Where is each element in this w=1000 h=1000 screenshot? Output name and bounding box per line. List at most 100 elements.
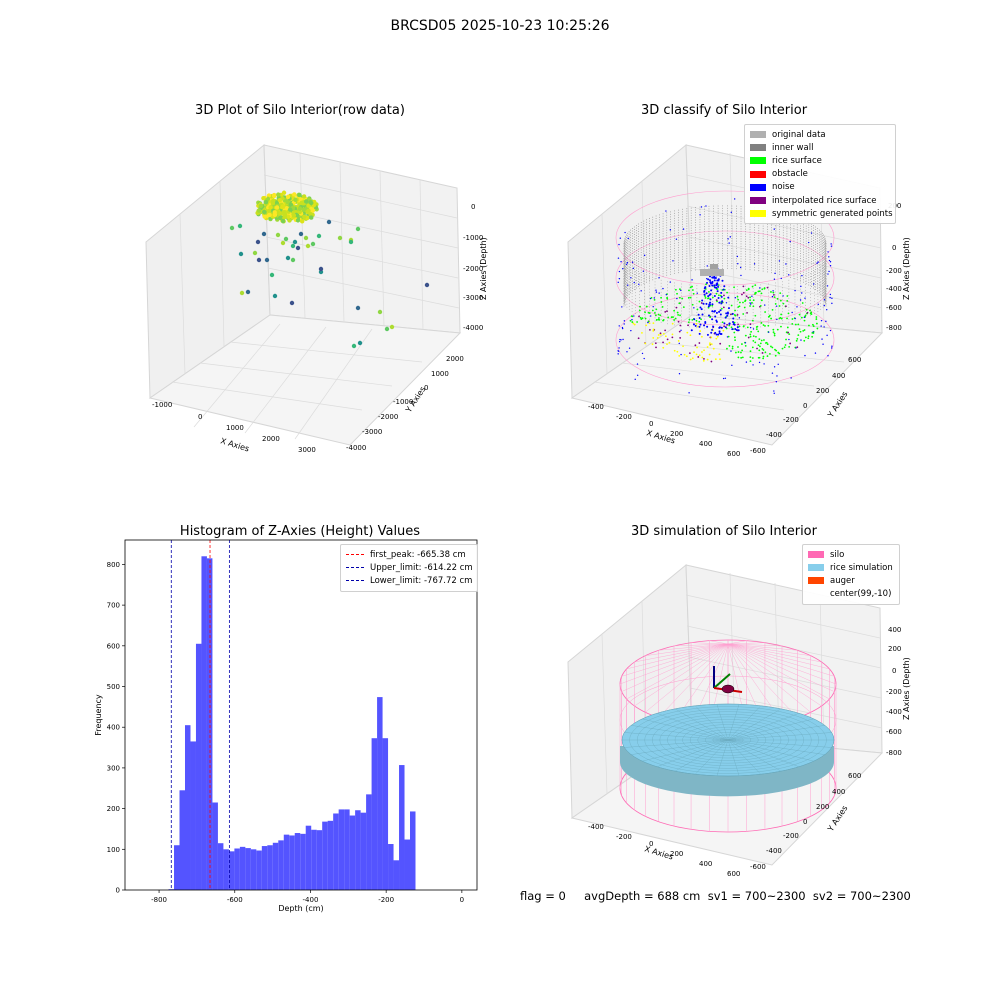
histogram-bar [333,813,339,890]
legend-entry: center(99,-10) [808,588,894,601]
histogram-bar [239,846,246,890]
noise-point [618,277,621,280]
noise-point [732,320,735,323]
raw-scatter-point [290,243,296,249]
rice-surface-point [691,303,694,306]
raw-scatter-point [326,219,332,225]
rice-surface-point [673,349,676,352]
rice-surface-point [737,351,740,353]
rice-surface-point [695,319,698,322]
rice-surface-point [689,358,692,361]
noise-point [619,340,621,343]
noise-point [817,303,819,306]
raw-scatter-point [316,233,322,239]
simulation-ztick: -600 [886,728,902,736]
rice-mesh-spoke [727,725,825,741]
legend-label: rice simulation [830,562,893,573]
noise-point [620,261,622,263]
histogram-ytick-label: 500 [107,683,120,691]
rice-surface-point [709,316,712,319]
noise-point [680,329,682,331]
legend-entry: inner wall [750,141,890,154]
rice-mesh-spoke [727,739,799,767]
rice-surface-point [652,322,655,325]
legend-entry: interpolated rice surface [750,194,890,207]
noise-point [718,301,721,304]
histogram-ytick-label: 0 [116,887,120,895]
raw-surface-point [270,200,276,206]
legend-line [346,554,364,556]
noise-point [718,326,721,329]
noise-point [712,325,715,328]
rice-surface-point [641,331,643,334]
noise-point [823,304,825,307]
noise-point [776,375,778,377]
noise-point [830,243,832,245]
raw-scatter-point [239,290,245,296]
raw-surface-point [277,215,283,221]
rice-surface-point [759,305,762,307]
noise-point [737,329,740,332]
noise-point [703,324,706,327]
raw-xlabel: X Axies [219,436,250,453]
noise-point [785,263,787,265]
rice-mesh-spoke [727,739,832,748]
rice-surface-point [803,329,806,331]
noise-point [678,342,680,345]
legend-entry: original data [750,128,890,141]
noise-point [669,281,671,283]
histogram-ylabel: Frequency [94,694,103,736]
raw-surface-point [256,208,262,213]
rice-surface-point [637,337,640,340]
rice-mesh-spoke [674,708,729,741]
legend-swatch [750,170,766,178]
noise-point [773,392,775,394]
legend-entry: obstacle [750,168,890,181]
rice-surface-point [662,346,665,349]
legend-label: rice surface [772,155,822,166]
noise-point [703,287,706,290]
noise-point [752,364,754,366]
simulation-ytick: -400 [766,847,782,855]
raw-surface-point [267,208,272,214]
rice-mesh-spoke [727,739,782,772]
rice-surface-point [807,337,810,340]
rice-surface-point [788,345,791,348]
rice-surface-point [739,301,741,304]
rice-surface-point [731,347,734,350]
simulation-ytick: 200 [816,803,829,811]
noise-point [788,338,790,341]
rice-surface-point [807,335,810,338]
rice-surface-point [651,309,654,312]
raw-surface-point [299,200,304,205]
noise-point [714,331,717,334]
noise-point [630,329,632,332]
rice-surface-point [674,288,677,291]
histogram-bar [190,741,196,890]
rice-mesh-spoke [716,739,729,776]
rice-surface-point [756,347,758,350]
classify-ztick: -400 [886,285,902,293]
raw-scatter-point [283,236,289,242]
noise-point [713,294,716,297]
rice-surface-point [742,325,745,328]
rice-surface-point [731,345,734,348]
rice-surface-point [745,295,748,298]
noise-point [794,289,796,292]
noise-point [830,245,833,247]
simulation-ztick: -400 [886,708,902,716]
raw-surface-point [258,203,264,209]
noise-point [733,323,736,326]
noise-point [627,284,629,286]
noise-point [691,279,693,281]
raw-surface-point [297,209,302,215]
noise-point [692,323,695,326]
simulation-3d-plot: -400 -200 0 200 400 600 600 400 200 0 -2… [567,563,911,878]
rice-surface-point [764,351,767,354]
rice-surface-point [754,284,757,287]
rice-surface-point [640,318,643,321]
classify-ytick: 600 [848,356,861,364]
rice-surface-point [751,346,754,349]
rice-mesh-spoke [631,725,729,741]
noise-point [720,302,723,305]
